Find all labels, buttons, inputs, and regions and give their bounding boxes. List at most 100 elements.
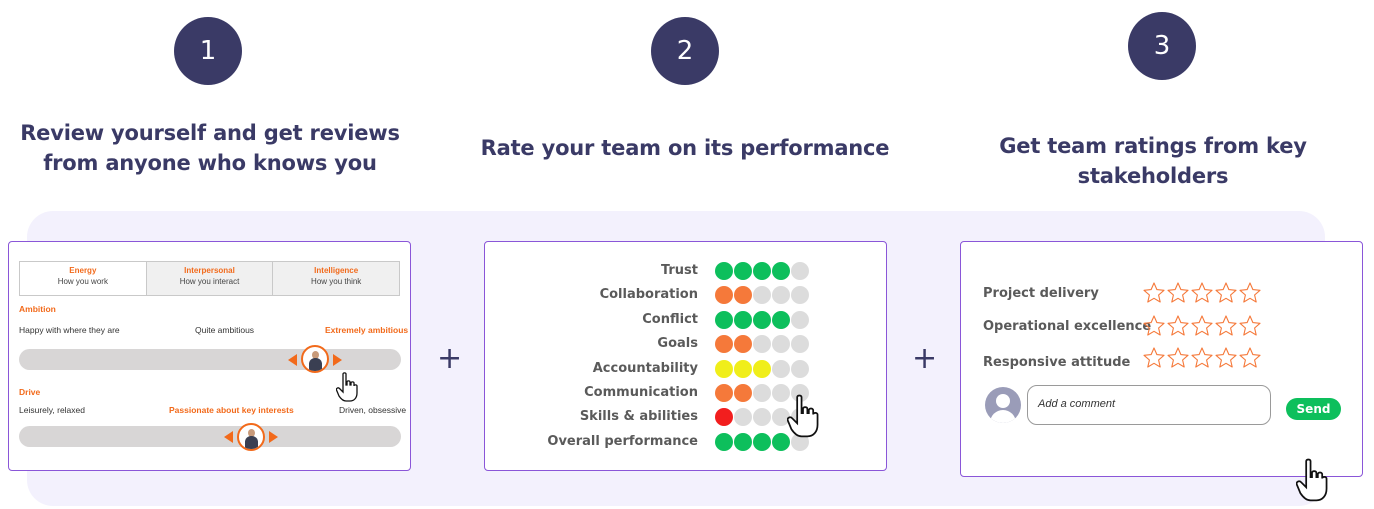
rating-dot[interactable]	[734, 384, 752, 402]
comment-input[interactable]: Add a comment	[1027, 385, 1271, 425]
ambition-slider-track[interactable]	[19, 349, 401, 370]
arrow-right-icon	[333, 354, 342, 366]
rating-dot[interactable]	[772, 359, 790, 378]
step-1-heading-line-2: from anyone who knows you	[43, 151, 377, 175]
star-outline-icon[interactable]	[1166, 281, 1190, 310]
star-outline-icon[interactable]	[1142, 346, 1166, 375]
star-outline-icon[interactable]	[1190, 281, 1214, 310]
rating-dot[interactable]	[734, 359, 752, 378]
arrow-left-icon	[224, 431, 233, 443]
rating-dot[interactable]	[734, 310, 752, 329]
rating-row: Skills & abilities	[485, 406, 885, 430]
drive-slider-handle[interactable]	[237, 423, 265, 451]
star-outline-icon[interactable]	[1142, 281, 1166, 310]
rating-dot[interactable]	[772, 432, 790, 451]
rating-dot[interactable]	[753, 262, 771, 280]
rating-dot[interactable]	[791, 359, 809, 378]
arrow-left-icon	[288, 354, 297, 366]
tab-interpersonal-title: Interpersonal	[184, 266, 235, 275]
rating-dot[interactable]	[753, 286, 771, 305]
tab-interpersonal[interactable]: Interpersonal How you interact	[146, 262, 274, 295]
rating-dot[interactable]	[715, 408, 733, 427]
step-1-badge: 1	[174, 17, 242, 85]
stars-operational-excellence[interactable]	[1142, 314, 1262, 343]
rating-dot[interactable]	[772, 286, 790, 305]
arrow-right-icon	[269, 431, 278, 443]
rating-dot[interactable]	[734, 262, 752, 280]
rating-dots[interactable]	[715, 262, 809, 280]
rating-label: Trust	[660, 263, 698, 278]
rating-dot[interactable]	[791, 310, 809, 329]
rating-dot[interactable]	[753, 384, 771, 402]
send-button[interactable]: Send	[1286, 398, 1341, 420]
stars-project-delivery[interactable]	[1142, 281, 1262, 310]
rating-row: Conflict	[485, 309, 885, 333]
rating-dots[interactable]	[715, 359, 809, 378]
star-outline-icon[interactable]	[1238, 346, 1262, 375]
step-2-badge: 2	[651, 17, 719, 85]
rating-dot[interactable]	[753, 408, 771, 427]
rating-dot[interactable]	[753, 310, 771, 329]
rating-dot[interactable]	[772, 384, 790, 402]
step-2-heading: Rate your team on its performance	[480, 136, 890, 160]
star-outline-icon[interactable]	[1166, 346, 1190, 375]
drive-slider-track[interactable]	[19, 426, 401, 447]
plus-sign-1: +	[437, 341, 463, 376]
rating-dots[interactable]	[715, 286, 809, 305]
star-outline-icon[interactable]	[1142, 314, 1166, 343]
star-outline-icon[interactable]	[1190, 346, 1214, 375]
rating-dots[interactable]	[715, 384, 809, 402]
user-avatar-icon	[312, 351, 319, 359]
rating-dot[interactable]	[715, 286, 733, 305]
rating-dot[interactable]	[715, 432, 733, 451]
rating-dot[interactable]	[753, 335, 771, 354]
star-outline-icon[interactable]	[1238, 281, 1262, 310]
rating-dot[interactable]	[791, 286, 809, 305]
rating-dots[interactable]	[715, 310, 809, 329]
star-outline-icon[interactable]	[1166, 314, 1190, 343]
rating-label: Skills & abilities	[579, 409, 698, 425]
star-outline-icon[interactable]	[1214, 346, 1238, 375]
stars-responsive-attitude[interactable]	[1142, 346, 1262, 375]
rating-dot[interactable]	[772, 408, 790, 427]
rating-dot[interactable]	[791, 432, 809, 451]
rating-dot[interactable]	[791, 384, 809, 402]
tab-interpersonal-subtitle: How you interact	[179, 277, 240, 286]
rating-dot[interactable]	[791, 262, 809, 280]
star-outline-icon[interactable]	[1214, 281, 1238, 310]
ambition-slider-handle[interactable]	[301, 345, 329, 373]
hand-pointer-icon	[787, 394, 819, 438]
rating-dot[interactable]	[734, 335, 752, 354]
rating-row: Trust	[485, 260, 885, 284]
rating-dot[interactable]	[772, 262, 790, 280]
tab-intelligence[interactable]: Intelligence How you think	[273, 262, 400, 295]
star-outline-icon[interactable]	[1238, 314, 1262, 343]
rating-dots[interactable]	[715, 432, 809, 451]
star-outline-icon[interactable]	[1214, 314, 1238, 343]
rating-dot[interactable]	[715, 335, 733, 354]
rating-dot[interactable]	[772, 310, 790, 329]
avatar-body	[990, 410, 1016, 423]
rating-dot[interactable]	[753, 359, 771, 378]
rating-dots[interactable]	[715, 335, 809, 354]
tab-intelligence-title: Intelligence	[314, 266, 359, 275]
tab-energy[interactable]: Energy How you work	[20, 262, 147, 295]
rating-dot[interactable]	[715, 384, 733, 402]
rating-label: Conflict	[642, 311, 698, 327]
tab-energy-subtitle: How you work	[57, 277, 108, 286]
step-3-badge: 3	[1128, 12, 1196, 80]
rating-dot[interactable]	[715, 262, 733, 280]
rating-dot[interactable]	[734, 432, 752, 451]
stakeholder-rating-panel: Project delivery Operational excellence …	[960, 241, 1363, 477]
rating-dot[interactable]	[734, 408, 752, 427]
user-avatar-icon	[248, 429, 255, 437]
rating-dot[interactable]	[734, 286, 752, 305]
rating-dot[interactable]	[715, 310, 733, 329]
rating-dot[interactable]	[753, 432, 771, 451]
rating-dot[interactable]	[715, 359, 733, 378]
star-outline-icon[interactable]	[1190, 314, 1214, 343]
rating-label: Accountability	[592, 360, 698, 376]
rating-row: Overall performance	[485, 431, 885, 455]
rating-dot[interactable]	[791, 335, 809, 354]
rating-dot[interactable]	[772, 335, 790, 354]
